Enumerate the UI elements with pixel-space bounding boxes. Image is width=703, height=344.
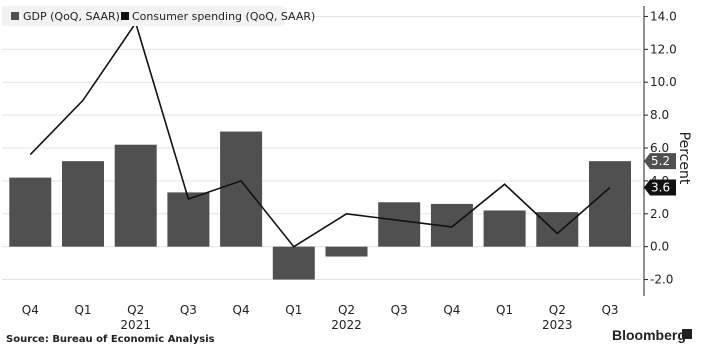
bar-2 bbox=[114, 144, 157, 247]
bar-1 bbox=[62, 161, 104, 247]
x-tick-label-10: Q2 bbox=[549, 303, 566, 317]
x-tick-label-2: Q2 bbox=[127, 303, 144, 317]
end-label-text-1: 3.6 bbox=[651, 180, 670, 194]
y-axis-label: Percent bbox=[676, 132, 692, 185]
y-axis-ticks: 14.012.010.08.06.04.02.00.0-2.0 bbox=[644, 9, 677, 287]
bar-3 bbox=[167, 192, 210, 247]
y-tick-label-8: -2.0 bbox=[650, 273, 673, 287]
bloomberg-logo-icon bbox=[682, 329, 692, 339]
x-tick-label-4: Q4 bbox=[233, 303, 250, 317]
bar-6 bbox=[325, 246, 368, 257]
bar-0 bbox=[9, 177, 52, 247]
end-label-box-1 bbox=[644, 179, 676, 196]
bar-10 bbox=[536, 212, 579, 247]
legend-label-gdp: GDP (QoQ, SAAR) bbox=[23, 10, 120, 23]
legend-swatch-consumer-spending bbox=[121, 12, 129, 20]
source-note: Source: Bureau of Economic Analysis bbox=[6, 334, 215, 344]
end-label-box-0 bbox=[644, 153, 676, 170]
y-tick-label-4: 6.0 bbox=[650, 141, 669, 155]
x-year-label-0: 2021 bbox=[120, 318, 151, 332]
x-tick-label-1: Q1 bbox=[74, 303, 91, 317]
x-tick-label-9: Q1 bbox=[496, 303, 513, 317]
y-tick-label-1: 12.0 bbox=[650, 42, 677, 56]
x-axis-ticks: Q4 Q1 Q2 Q3 Q4 Q1 Q2 Q3 Q4 Q1 Q2 Q3 2021 2022 2023 bbox=[22, 303, 619, 332]
brand-name: Bloomberg bbox=[612, 327, 686, 343]
x-year-label-1: 2022 bbox=[331, 318, 362, 332]
x-tick-label-3: Q3 bbox=[180, 303, 197, 317]
y-tick-label-3: 8.0 bbox=[650, 108, 669, 122]
legend-label-consumer-spending: Consumer spending (QoQ, SAAR) bbox=[132, 10, 315, 23]
end-value-labels: 5.2 3.6 bbox=[644, 153, 676, 196]
y-tick-label-2: 10.0 bbox=[650, 75, 677, 89]
legend-background bbox=[2, 6, 284, 26]
bloomberg-logo: Bloomberg bbox=[612, 327, 692, 343]
gridlines bbox=[2, 15, 641, 281]
bar-9 bbox=[483, 210, 526, 247]
x-tick-label-7: Q3 bbox=[391, 303, 408, 317]
y-tick-label-7: 0.0 bbox=[650, 240, 669, 254]
bar-5 bbox=[272, 246, 315, 280]
bar-series bbox=[9, 131, 631, 280]
x-tick-label-11: Q3 bbox=[601, 303, 618, 317]
legend-swatch-gdp bbox=[11, 12, 19, 20]
bar-11 bbox=[589, 161, 631, 247]
consumer-spending-line bbox=[29, 21, 611, 248]
line-series bbox=[29, 21, 611, 248]
x-tick-label-0: Q4 bbox=[22, 303, 39, 317]
x-year-label-2: 2023 bbox=[542, 318, 573, 332]
x-tick-label-5: Q1 bbox=[285, 303, 302, 317]
legend: GDP (QoQ, SAAR) Consumer spending (QoQ, … bbox=[2, 6, 315, 26]
bar-4 bbox=[220, 131, 263, 247]
x-tick-label-8: Q4 bbox=[443, 303, 460, 317]
y-tick-label-6: 2.0 bbox=[650, 207, 669, 221]
end-label-text-0: 5.2 bbox=[651, 154, 670, 168]
bar-7 bbox=[378, 202, 421, 247]
y-tick-label-0: 14.0 bbox=[650, 9, 677, 23]
x-tick-label-6: Q2 bbox=[338, 303, 355, 317]
